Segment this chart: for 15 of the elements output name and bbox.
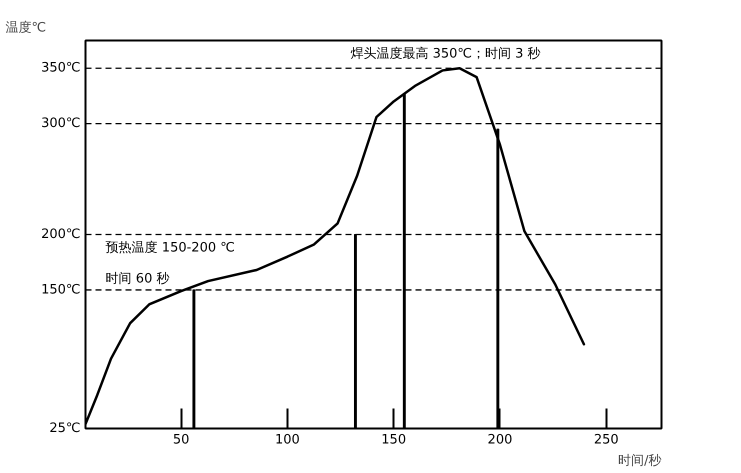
y-tick-label: 200℃ xyxy=(41,227,81,242)
x-axis-title: 时间/秒 xyxy=(618,454,662,468)
y-tick-label: 25℃ xyxy=(49,421,81,436)
annotation: 时间 60 秒 xyxy=(106,272,170,287)
y-tick-label: 350℃ xyxy=(41,60,81,76)
x-tick-label: 150 xyxy=(381,432,406,448)
x-tick-label: 250 xyxy=(594,432,619,448)
x-tick-label: 50 xyxy=(172,432,190,448)
x-tick-label: 200 xyxy=(488,432,512,448)
y-tick-label: 300℃ xyxy=(41,116,81,132)
annotation: 焊头温度最高 350℃；时间 3 秒 xyxy=(350,46,541,62)
y-axis-title: 温度℃ xyxy=(6,20,46,36)
annotation: 预热温度 150-200 ℃ xyxy=(106,240,235,256)
y-tick-label: 150℃ xyxy=(41,282,81,298)
x-tick-label: 100 xyxy=(275,432,300,448)
